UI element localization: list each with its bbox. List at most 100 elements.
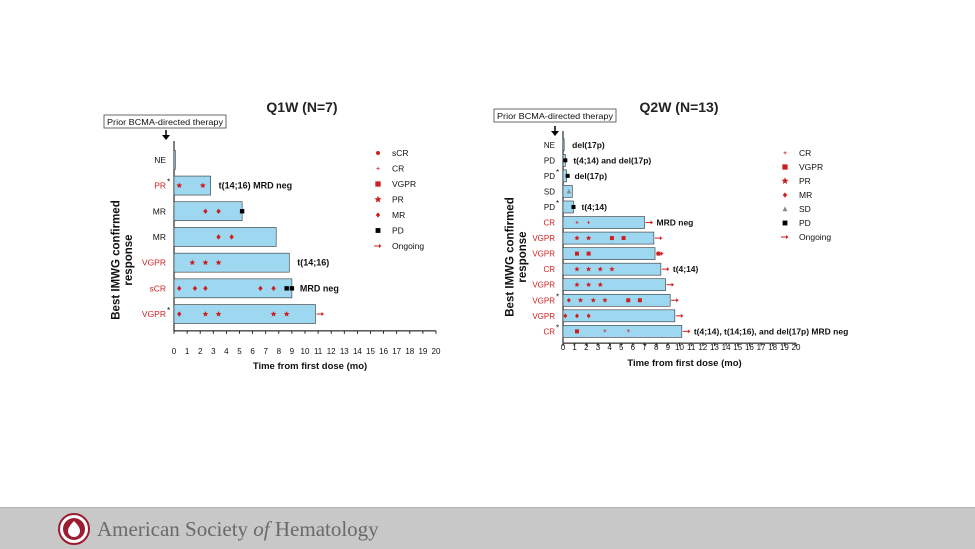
response-bar	[562, 216, 645, 229]
x-tick-label: 5	[237, 347, 242, 356]
bar-annotation: t(4;14)	[581, 202, 607, 212]
x-tick-label: 15	[733, 343, 742, 352]
bar-annotation: t(4;14) and del(17p)	[573, 155, 651, 165]
legend-item: PD	[782, 218, 811, 228]
bar-annotation: del(17p)	[574, 171, 607, 181]
mr-marker	[271, 285, 276, 291]
pr-marker	[270, 310, 277, 317]
legend-label: Ongoing	[392, 241, 424, 251]
y-axis-label: Best IMWG confirmedresponse	[110, 200, 135, 319]
bar-annotation: t(14;16) MRD neg	[219, 181, 293, 191]
legend-item: SD	[782, 204, 811, 214]
mr-marker	[566, 297, 571, 303]
x-tick-label: 12	[698, 343, 707, 352]
response-bar	[562, 138, 565, 152]
response-label: MR	[153, 206, 166, 216]
x-tick-label: 5	[619, 343, 624, 352]
pr-marker	[590, 297, 596, 303]
mr-marker	[229, 234, 234, 240]
mr-marker	[203, 208, 208, 214]
x-tick-label: 14	[722, 343, 731, 352]
pr-marker	[585, 266, 592, 272]
response-label: PD	[544, 156, 555, 165]
mr-marker	[586, 313, 591, 319]
pr-marker	[215, 310, 222, 317]
prior-asterisk: *	[556, 292, 559, 301]
x-tick-label: 11	[687, 343, 696, 352]
bar-annotation: t(4;14)	[673, 264, 699, 274]
pr-marker	[574, 266, 580, 272]
legend-label: PD	[799, 218, 811, 228]
x-tick-label: 8	[654, 343, 659, 352]
bar-annotation: MRD neg	[657, 218, 694, 228]
legend-label: PR	[392, 195, 404, 205]
chart-title: Q2W (N=13)	[640, 99, 719, 115]
pr-marker	[585, 281, 592, 287]
pr-marker	[176, 182, 183, 189]
x-tick-label: 16	[379, 347, 388, 356]
cr-marker: +	[783, 150, 787, 157]
response-label: CR	[543, 219, 555, 228]
pr-marker	[574, 281, 580, 287]
pr-marker	[374, 195, 382, 203]
response-bar	[173, 304, 316, 324]
x-tick-label: 3	[211, 347, 216, 356]
ash-logo-icon	[58, 513, 90, 545]
legend-label: VGPR	[799, 162, 823, 172]
legend-label: MR	[799, 190, 812, 200]
prior-asterisk: *	[556, 168, 559, 177]
x-tick-label: 4	[607, 343, 612, 352]
prior-therapy-box	[103, 114, 227, 129]
vgpr-marker	[574, 329, 579, 334]
ongoing-arrow-head	[321, 312, 324, 317]
mr-marker	[258, 285, 263, 291]
bar-annotation: t(14;16)	[297, 258, 329, 268]
bar-annotation: MRD neg	[300, 283, 339, 293]
y-axis-label-line: response	[517, 231, 529, 282]
x-tick-label: 7	[263, 347, 268, 356]
legend-item: + CR	[376, 164, 404, 174]
legend-item: MR	[375, 210, 405, 220]
ongoing-arrow-head	[650, 220, 654, 225]
prior-therapy-box	[493, 108, 617, 123]
vgpr-marker	[375, 181, 381, 187]
x-tick-label: 18	[405, 347, 414, 356]
pr-marker	[202, 259, 209, 266]
x-tick-label: 12	[327, 347, 336, 356]
x-tick-label: 1	[572, 343, 577, 352]
mr-marker	[782, 192, 788, 198]
cr-marker: +	[376, 165, 380, 172]
pr-marker	[609, 266, 615, 272]
x-axis-label: Time from first dose (mo)	[253, 361, 367, 372]
x-tick-label: 7	[642, 343, 647, 352]
prior-therapy-label: Prior BCMA-directed therapy	[497, 111, 614, 121]
y-axis-label: Best IMWG confirmedresponse	[504, 197, 529, 316]
legend-item: VGPR	[782, 162, 823, 172]
response-bar	[173, 252, 290, 273]
cr-marker: +	[575, 220, 579, 226]
x-tick-label: 8	[277, 347, 282, 356]
prior-asterisk: *	[556, 199, 559, 208]
ongoing-arrow-head	[659, 236, 663, 241]
pr-marker	[283, 310, 290, 317]
cr-marker: +	[587, 220, 591, 226]
legend-label: Ongoing	[799, 232, 831, 242]
response-label: VGPR	[532, 296, 555, 305]
prior-therapy-label: Prior BCMA-directed therapy	[107, 117, 224, 127]
x-tick-label: 0	[172, 347, 177, 356]
response-label: VGPR	[532, 312, 555, 321]
response-label: PD	[544, 172, 555, 181]
pd-marker	[565, 173, 570, 178]
ongoing-arrow-head	[666, 267, 670, 272]
pr-marker	[585, 235, 592, 241]
x-tick-label: 15	[366, 347, 375, 356]
response-bar	[173, 201, 243, 222]
x-axis-label: Time from first dose (mo)	[627, 358, 741, 369]
x-tick-label: 11	[314, 347, 323, 356]
ongoing-arrow-head	[379, 244, 382, 248]
response-label: SD	[544, 187, 555, 196]
pr-marker	[597, 266, 603, 272]
